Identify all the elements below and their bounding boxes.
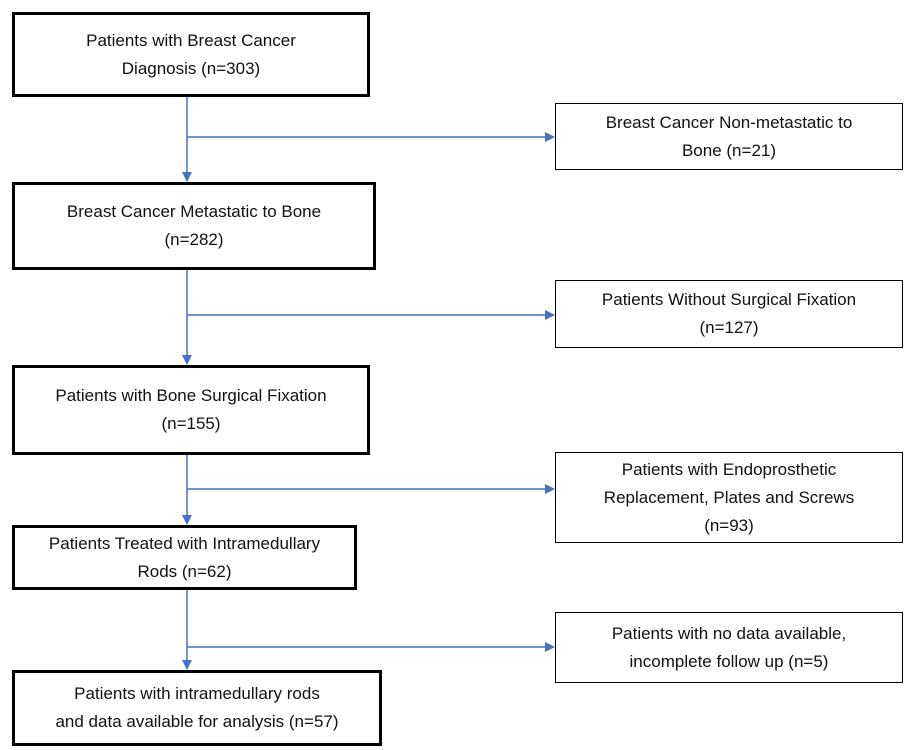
- box-label: Diagnosis (n=303): [121, 58, 261, 78]
- box-label: Patients with Endoprosthetic: [621, 459, 837, 479]
- box-label: Patients with intramedullary rods: [74, 684, 320, 703]
- box-label: Patients with Breast Cancer: [86, 30, 296, 50]
- flow-box: Patients with intramedullary rods and dat…: [12, 670, 382, 746]
- box-label: incomplete follow up (n=5): [629, 651, 829, 671]
- exclusion-box: Patients with no data available, incomple…: [555, 612, 903, 683]
- exclusion-box: Breast Cancer Non-metastatic to Bone (n=2…: [555, 103, 903, 170]
- box-label: Patients Treated with Intramedullary: [48, 533, 321, 553]
- flow-box: Breast Cancer Metastatic to Bone (n=282): [12, 182, 376, 270]
- box-label: Bone (n=21): [681, 140, 777, 160]
- exclusion-box: Patients Without Surgical Fixation (n=127…: [555, 280, 903, 348]
- box-label: Patients Without Surgical Fixation: [601, 290, 857, 309]
- box-label: (n=127): [699, 318, 759, 337]
- box-label: Breast Cancer Metastatic to Bone: [66, 202, 322, 221]
- flow-box: Patients Treated with Intramedullary Rods…: [12, 525, 357, 590]
- exclusion-box: Patients with Endoprosthetic Replacement,…: [555, 452, 903, 543]
- box-label: Patients with Bone Surgical Fixation: [55, 386, 327, 405]
- box-label: Replacement, Plates and Screws: [603, 487, 855, 507]
- box-label: (n=93): [704, 515, 754, 535]
- box-label: Patients with no data available,: [611, 623, 847, 643]
- flow-box: Patients with Breast Cancer Diagnosis (n=…: [12, 12, 370, 97]
- flow-box: Patients with Bone Surgical Fixation (n=1…: [12, 365, 370, 455]
- box-label: Breast Cancer Non-metastatic to: [605, 112, 853, 132]
- box-label: and data available for analysis (n=57): [55, 712, 339, 731]
- box-label: (n=282): [164, 230, 224, 249]
- box-label: (n=155): [161, 414, 221, 433]
- box-label: Rods (n=62): [137, 561, 232, 581]
